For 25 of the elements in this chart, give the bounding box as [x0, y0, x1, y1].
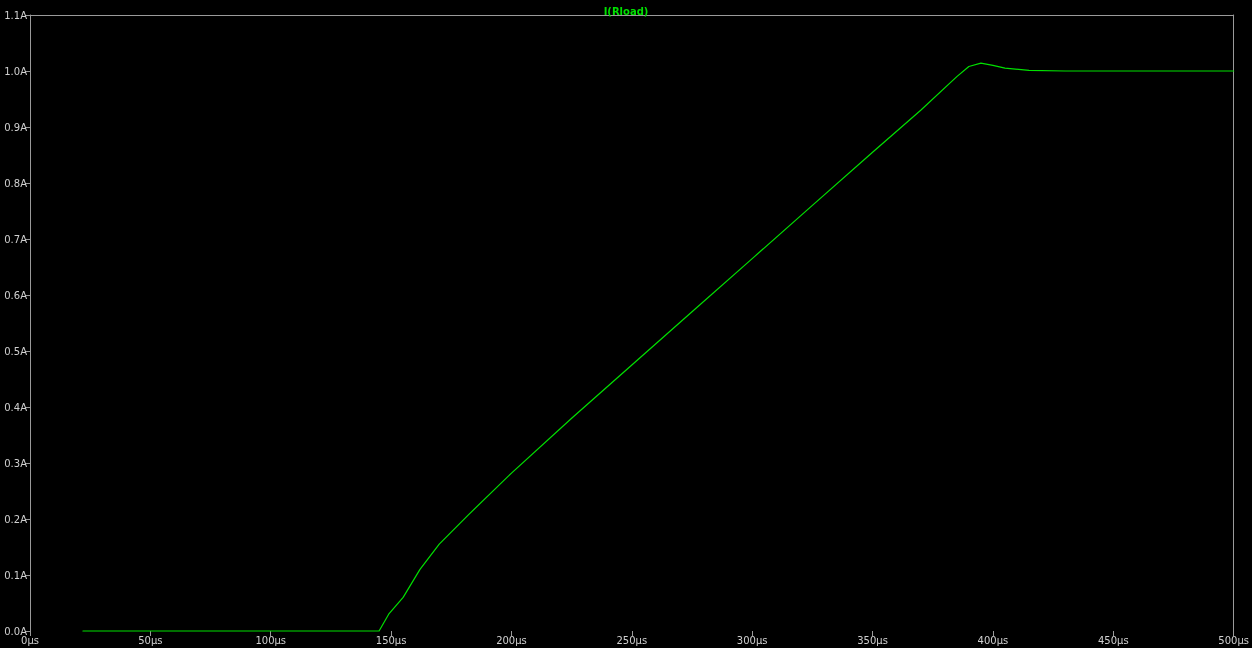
y-tick-label: 0.7A [4, 233, 28, 245]
y-tick-label: 0.8A [4, 177, 28, 189]
x-tick-label: 200µs [496, 634, 527, 646]
y-tick-label: 0.4A [4, 401, 28, 413]
y-tick-label: 0.6A [4, 289, 28, 301]
y-tick-label: 0.9A [4, 121, 28, 133]
y-tick-label: 0.2A [4, 513, 28, 525]
x-tick-label: 350µs [857, 634, 888, 646]
x-tick-label: 400µs [977, 634, 1009, 646]
x-tick-label: 50µs [138, 634, 163, 646]
x-tick-label: 0µs [21, 634, 39, 646]
line-series [82, 62, 1235, 632]
x-tick-label: 100µs [255, 634, 287, 646]
y-tick-label: 0.1A [4, 569, 28, 581]
x-tick-label: 450µs [1097, 634, 1129, 646]
y-tick-label: 0.3A [4, 457, 28, 469]
y-tick-label: 0.0A [4, 625, 28, 637]
x-tick-label: 500µs [1218, 634, 1250, 646]
y-tick-label: 0.5A [4, 345, 28, 357]
chart-title: I(Rload) [603, 5, 649, 17]
y-tick-label: 1.1A [4, 9, 28, 21]
x-tick-label: 250µs [616, 634, 648, 646]
x-tick-label: 150µs [375, 634, 407, 646]
x-tick-label: 300µs [736, 634, 768, 646]
y-tick-label: 1.0A [4, 65, 28, 77]
